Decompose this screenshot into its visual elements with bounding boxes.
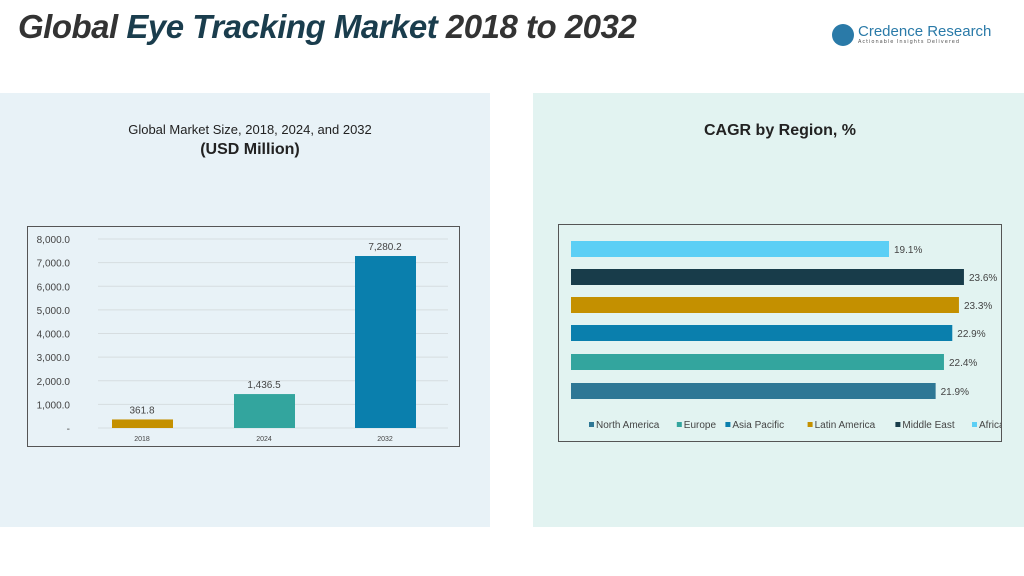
y-tick-label: 1,000.0 — [37, 400, 71, 411]
x-tick-label: 2032 — [377, 436, 393, 443]
data-label: 22.9% — [957, 329, 985, 340]
bar-2018 — [112, 419, 173, 428]
title-prefix: Global — [18, 8, 127, 45]
bar-africa — [571, 241, 890, 257]
x-tick-label: 2024 — [256, 436, 272, 443]
data-label: 19.1% — [894, 245, 922, 256]
y-tick-label: 7,000.0 — [37, 259, 71, 270]
logo-icon — [832, 24, 854, 46]
y-tick-label: 4,000.0 — [37, 330, 71, 341]
legend-swatch — [895, 422, 901, 427]
bar-2032 — [355, 256, 416, 428]
bar-middle-east — [571, 269, 964, 285]
legend-swatch — [676, 422, 682, 427]
logo-name: Credence Research — [858, 23, 992, 40]
legend-item: Asia Pacific — [732, 420, 784, 431]
data-label: 1,436.5 — [247, 380, 281, 391]
data-label: 23.3% — [964, 301, 992, 312]
chart2-frame: 21.9% 22.4% 22.9% 23.3% 23.6% 19.1% North Amer… — [558, 224, 1005, 442]
chart2-title: CAGR by Region, % — [703, 122, 856, 139]
legend-item: North America — [596, 420, 660, 431]
title-suffix: 2018 to 2032 — [437, 8, 637, 45]
x-tick-label: 2018 — [134, 436, 150, 443]
chart1-frame: - 1,000.0 2,000.0 3,000.0 4,000.0 5,000.0 6,00… — [27, 226, 460, 447]
logo: Credence Research Actionable Insights Del… — [832, 24, 991, 46]
y-tick-label: 8,000.0 — [37, 235, 71, 246]
bar-north-america — [571, 383, 936, 399]
chart1-subtitle: (USD Million) — [200, 141, 300, 158]
chart1-title: Global Market Size, 2018, 2024, and 2032 — [128, 122, 372, 137]
legend-swatch — [807, 422, 813, 427]
market-size-chart: - 1,000.0 2,000.0 3,000.0 4,000.0 5,000.0 6,00… — [37, 235, 448, 443]
logo-tagline: Actionable Insights Delivered — [858, 39, 961, 45]
legend-swatch — [589, 422, 594, 427]
y-tick-label: 6,000.0 — [37, 282, 71, 293]
legend-item: Africa — [979, 420, 1001, 431]
data-label: 22.4% — [949, 358, 977, 369]
data-label: 21.9% — [941, 387, 969, 398]
bar-asia-pacific — [571, 325, 953, 341]
data-label: 23.6% — [969, 273, 997, 284]
data-label: 7,280.2 — [368, 242, 402, 253]
title-accent: Eye Tracking Market — [126, 8, 438, 45]
y-tick-label: 2,000.0 — [37, 377, 71, 388]
y-tick-label: - — [67, 424, 70, 435]
bar-latin-america — [571, 297, 959, 313]
page-title: Global Eye Tracking Market 2018 to 2032 — [18, 8, 637, 46]
legend-swatch — [972, 422, 977, 427]
bar-2024 — [234, 394, 295, 428]
data-label: 361.8 — [129, 405, 154, 416]
y-tick-label: 5,000.0 — [37, 306, 71, 317]
bar-europe — [571, 354, 944, 370]
y-tick-label: 3,000.0 — [37, 353, 71, 364]
legend-item: Europe — [684, 420, 717, 431]
legend-swatch — [725, 422, 731, 427]
legend-item: Middle East — [902, 420, 954, 431]
legend-item: Latin America — [815, 420, 876, 431]
cagr-chart: 21.9% 22.4% 22.9% 23.3% 23.6% 19.1% North Amer… — [571, 241, 1005, 431]
